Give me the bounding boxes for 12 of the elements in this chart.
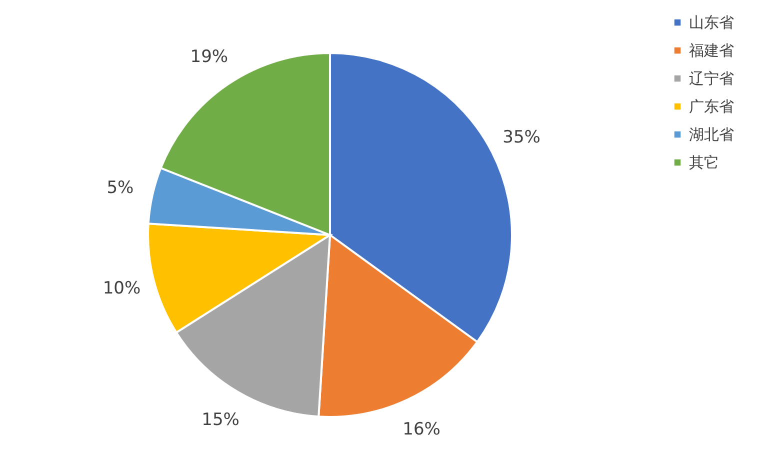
legend-label: 湖北省 <box>689 126 734 144</box>
legend-label: 其它 <box>689 154 719 172</box>
data-label: 16% <box>402 420 440 440</box>
data-label: 5% <box>106 178 134 198</box>
legend-label: 福建省 <box>689 42 734 60</box>
legend-label: 山东省 <box>689 14 734 32</box>
legend-label: 广东省 <box>689 98 734 116</box>
data-label: 19% <box>190 47 228 68</box>
data-label: 10% <box>102 278 141 298</box>
data-label: 35% <box>502 127 540 148</box>
legend-label: 辽宁省 <box>689 70 734 88</box>
data-label: 15% <box>202 410 240 430</box>
